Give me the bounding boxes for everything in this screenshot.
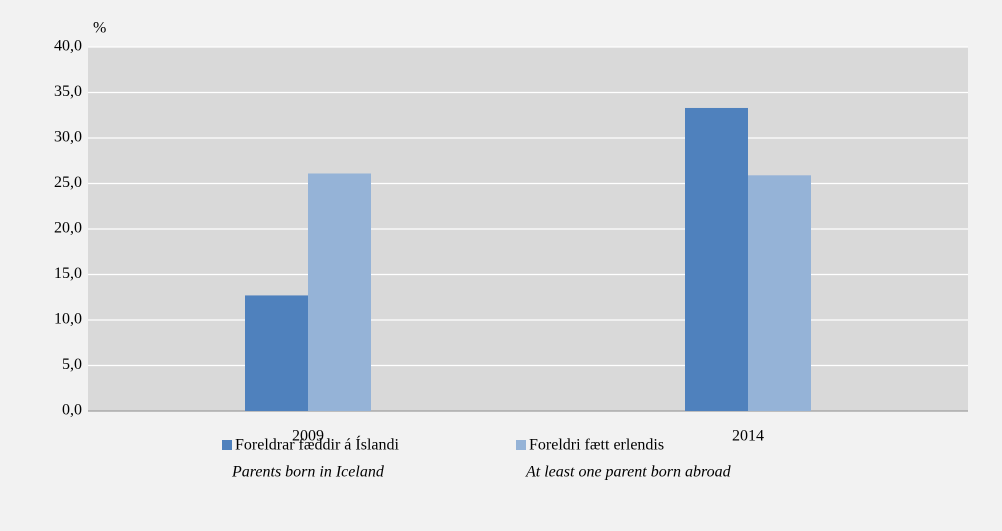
y-tick-label: 15,0 (54, 265, 82, 282)
y-unit: % (93, 20, 106, 37)
y-tick-label: 25,0 (54, 174, 82, 191)
bar (748, 175, 811, 411)
y-tick-label: 40,0 (54, 38, 82, 55)
y-tick-label: 30,0 (54, 129, 82, 146)
legend-subtitle: At least one parent born abroad (525, 464, 732, 481)
x-tick-label: 2014 (732, 428, 764, 445)
legend-label: Foreldrar fæddir á Íslandi (235, 435, 400, 454)
y-tick-label: 10,0 (54, 311, 82, 328)
y-tick-label: 35,0 (54, 83, 82, 100)
bar (685, 107, 748, 411)
bar (245, 295, 308, 411)
legend-label: Foreldri fætt erlendis (529, 437, 664, 454)
y-tick-label: 20,0 (54, 220, 82, 237)
bar (308, 173, 371, 411)
legend-swatch (222, 440, 232, 450)
legend-subtitle: Parents born in Iceland (231, 464, 385, 481)
y-tick-label: 5,0 (62, 356, 82, 373)
x-tick-label: 2009 (292, 428, 324, 445)
y-tick-label: 0,0 (62, 402, 82, 419)
legend-swatch (516, 440, 526, 450)
